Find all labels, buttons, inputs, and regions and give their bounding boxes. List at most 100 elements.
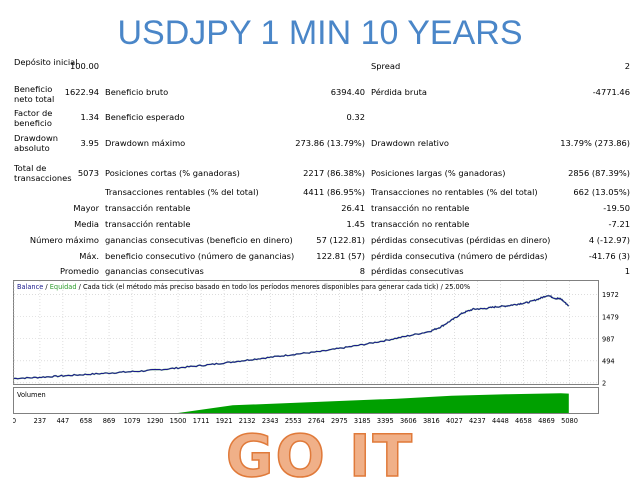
x-tick-label: 2343 bbox=[262, 417, 279, 425]
legend-equity: Equidad bbox=[50, 283, 77, 291]
media-label: Media bbox=[74, 219, 99, 229]
legend-quality: 25.00% bbox=[445, 283, 470, 291]
largas-value: 2856 (87.39%) bbox=[568, 168, 630, 178]
x-tick-label: 3185 bbox=[354, 417, 371, 425]
x-tick-label: 4658 bbox=[515, 417, 532, 425]
go-it-banner: GO IT bbox=[225, 421, 415, 490]
media-rentable-value: 1.45 bbox=[346, 219, 365, 229]
balance-chart: 1972 1479 987 494 2 0 237 447 658 869 1079 1290 150… bbox=[12, 280, 627, 428]
x-tick-label: 0 bbox=[13, 417, 16, 425]
x-tick-label: 4237 bbox=[469, 417, 486, 425]
chart-legend: Balance / Equidad / Cada tick (el método… bbox=[17, 283, 470, 291]
rentables-label: Transacciones rentables (% del total) bbox=[105, 187, 259, 197]
x-tick-label: 1921 bbox=[216, 417, 233, 425]
numero-maximo-label: Número máximo bbox=[29, 235, 99, 245]
spread-label: Spread bbox=[371, 61, 401, 71]
perd-consec2-label: pérdida consecutiva (número de pérdidas) bbox=[371, 251, 548, 261]
spread-value: 2 bbox=[624, 61, 630, 71]
perdida-bruta-value: -4771.46 bbox=[592, 87, 630, 97]
ben-consec-label: beneficio consecutivo (número de gananci… bbox=[105, 251, 295, 261]
total-label: Total de transacciones bbox=[14, 163, 72, 183]
x-tick-label: 4448 bbox=[492, 417, 509, 425]
media-no-rentable-label: transacción no rentable bbox=[371, 219, 470, 229]
x-tick-labels: 0 237 447 658 869 1079 1290 1500 1711 1921 2132 234… bbox=[12, 417, 578, 425]
x-tick-label: 658 bbox=[80, 417, 93, 425]
x-tick-label: 237 bbox=[34, 417, 47, 425]
y-tick-label: 1972 bbox=[602, 291, 619, 299]
legend-balance: Balance bbox=[17, 283, 43, 291]
main-plot-frame bbox=[13, 280, 599, 385]
prom-gan-value: 8 bbox=[359, 266, 365, 276]
ben-consec-value: 122.81 (57) bbox=[316, 251, 365, 261]
no-rentables-value: 662 (13.05%) bbox=[573, 187, 630, 197]
perdida-bruta-label: Pérdida bruta bbox=[371, 87, 427, 97]
media-no-rentable-value: -7.21 bbox=[608, 219, 630, 229]
esperado-value: 0.32 bbox=[346, 112, 365, 122]
deposito-value: 100.00 bbox=[69, 61, 99, 71]
drawdown-max-value: 273.86 (13.79%) bbox=[295, 138, 365, 148]
y-tick-label: 1479 bbox=[602, 313, 619, 321]
prom-perd-label: pérdidas consecutivas bbox=[371, 266, 464, 276]
x-tick-label: 3395 bbox=[377, 417, 394, 425]
legend-sep-2: / bbox=[77, 283, 83, 291]
prom-gan-label: ganancias consecutivas bbox=[105, 266, 204, 276]
esperado-label: Beneficio esperado bbox=[105, 112, 185, 122]
balance-line bbox=[13, 295, 569, 380]
largas-label: Posiciones largas (% ganadoras) bbox=[371, 168, 506, 178]
gan-consec-value: 57 (122.81) bbox=[316, 235, 365, 245]
perd-consec-label: pérdidas consecutivas (pérdidas en diner… bbox=[371, 235, 551, 245]
y-tick-label: 494 bbox=[602, 357, 615, 365]
y-tick-labels: 1972 1479 987 494 2 bbox=[602, 291, 619, 387]
x-tick-label: 4027 bbox=[446, 417, 463, 425]
x-tick-label: 2132 bbox=[239, 417, 256, 425]
drawdown-rel-value: 13.79% (273.86) bbox=[560, 138, 630, 148]
x-tick-label: 1500 bbox=[170, 417, 187, 425]
x-tick-label: 1290 bbox=[147, 417, 164, 425]
report-title: USDJPY 1 MIN 10 YEARS bbox=[117, 14, 523, 52]
factor-value: 1.34 bbox=[80, 112, 99, 122]
legend-description: Cada tick (el método más preciso basado … bbox=[83, 283, 439, 291]
prom-perd-value: 1 bbox=[624, 266, 630, 276]
mayor-rentable-label: transacción rentable bbox=[105, 203, 191, 213]
perd-consec2-value: -41.76 (3) bbox=[588, 251, 630, 261]
drawdown-abs-value: 3.95 bbox=[80, 138, 99, 148]
beneficio-bruto-value: 6394.40 bbox=[330, 87, 365, 97]
mayor-rentable-value: 26.41 bbox=[341, 203, 365, 213]
beneficio-bruto-label: Beneficio bruto bbox=[105, 87, 169, 97]
volume-label: Volumen bbox=[17, 391, 46, 399]
cortas-value: 2217 (86.38%) bbox=[303, 168, 365, 178]
chart-svg: 1972 1479 987 494 2 0 237 447 658 869 1079 1290 150… bbox=[12, 280, 619, 425]
perd-consec-value: 4 (-12.97) bbox=[588, 235, 630, 245]
legend-sep-1: / bbox=[43, 283, 49, 291]
x-tick-label: 1079 bbox=[124, 417, 141, 425]
legend-sep-3: / bbox=[439, 283, 445, 291]
mayor-label: Mayor bbox=[73, 203, 99, 213]
x-tick-label: 447 bbox=[57, 417, 70, 425]
deposito-label: Depósito inicial bbox=[14, 57, 78, 67]
promedio-label: Promedio bbox=[60, 266, 99, 276]
balance-lines-group bbox=[13, 294, 570, 380]
x-tick-label: 2764 bbox=[308, 417, 325, 425]
drawdown-rel-label: Drawdown relativo bbox=[371, 138, 449, 148]
x-tick-label: 5080 bbox=[561, 417, 578, 425]
media-rentable-label: transacción rentable bbox=[105, 219, 191, 229]
volume-area bbox=[14, 393, 569, 413]
drawdown-max-label: Drawdown máximo bbox=[105, 138, 186, 148]
x-tick-label: 4869 bbox=[538, 417, 555, 425]
y-tick-label: 987 bbox=[602, 335, 615, 343]
drawdown-abs-label: Drawdown absoluto bbox=[14, 133, 59, 153]
volume-area-group bbox=[14, 393, 569, 413]
gan-consec-label: ganancias consecutivas (beneficio en din… bbox=[105, 235, 293, 245]
y-tick-label: 2 bbox=[602, 379, 606, 387]
cortas-label: Posiciones cortas (% ganadoras) bbox=[105, 168, 240, 178]
no-rentables-label: Transacciones no rentables (% del total) bbox=[371, 187, 538, 197]
rentables-value: 4411 (86.95%) bbox=[303, 187, 365, 197]
max-label: Máx. bbox=[79, 251, 99, 261]
x-tick-label: 2975 bbox=[331, 417, 348, 425]
grid-lines bbox=[13, 281, 598, 384]
factor-label: Factor de beneficio bbox=[14, 108, 53, 128]
x-tick-label: 869 bbox=[103, 417, 116, 425]
x-tick-label: 1711 bbox=[193, 417, 210, 425]
beneficio-neto-value: 1622.94 bbox=[64, 87, 99, 97]
total-value: 5073 bbox=[77, 168, 99, 178]
